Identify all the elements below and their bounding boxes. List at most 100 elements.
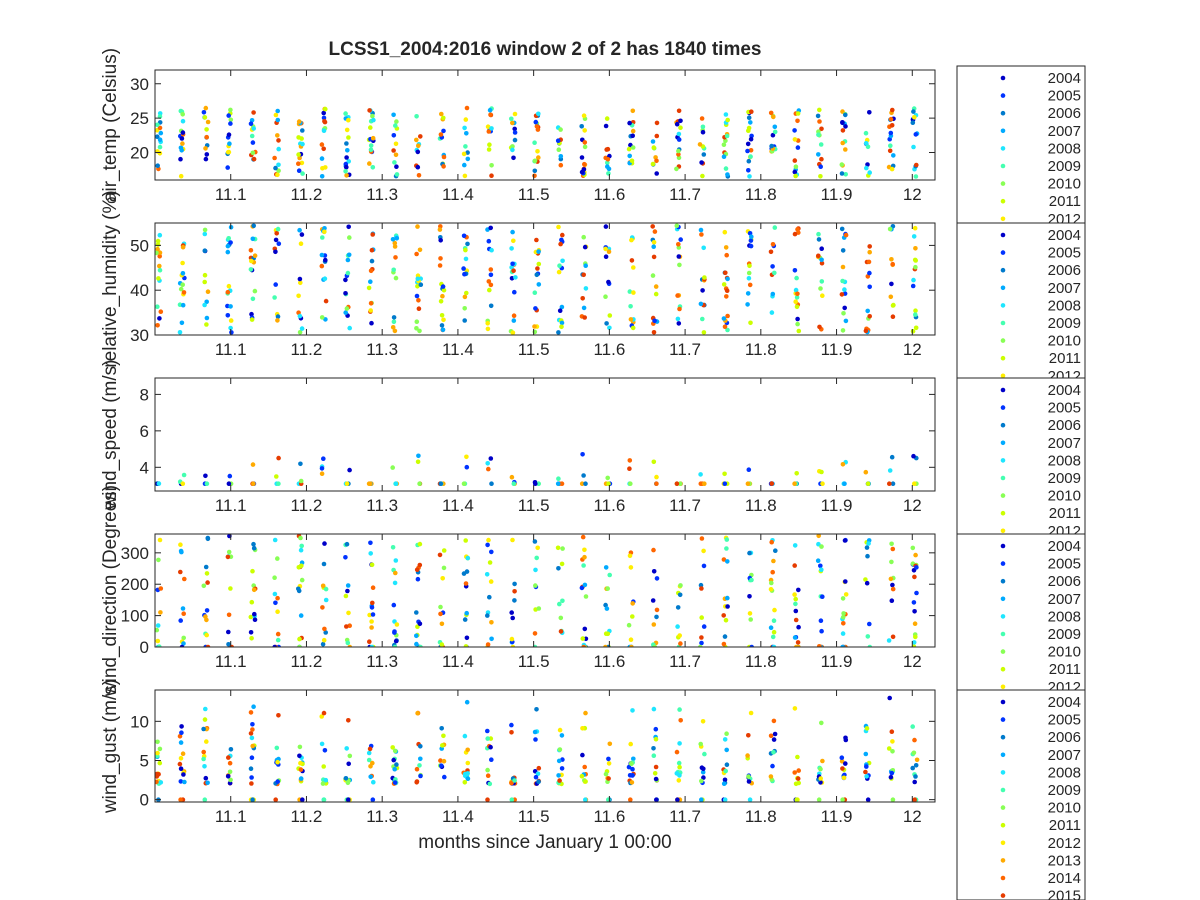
- data-point: [819, 567, 824, 572]
- y-tick-label: 100: [121, 607, 149, 626]
- data-point: [724, 288, 730, 294]
- x-tick-label: 12: [903, 185, 922, 204]
- data-point: [654, 158, 659, 164]
- x-tick-label: 11.7: [669, 185, 701, 204]
- data-point: [274, 474, 279, 479]
- data-point: [723, 245, 729, 250]
- x-tick-label: 11.1: [215, 496, 247, 515]
- x-tick-label: 11.1: [215, 340, 247, 359]
- data-point: [913, 634, 918, 640]
- data-point: [343, 593, 349, 599]
- data-point: [817, 119, 822, 124]
- data-point: [722, 634, 728, 639]
- data-point: [179, 320, 185, 326]
- data-point: [770, 132, 776, 138]
- data-point: [843, 592, 849, 597]
- data-point: [840, 264, 846, 270]
- data-point: [437, 263, 443, 268]
- data-point: [654, 607, 660, 613]
- data-point: [863, 328, 869, 334]
- data-point: [559, 766, 565, 771]
- data-point: [770, 763, 775, 769]
- data-point: [202, 302, 207, 308]
- data-point: [723, 112, 729, 117]
- data-point: [155, 134, 160, 139]
- data-point: [626, 764, 632, 770]
- legend-entry: 2009: [1048, 470, 1081, 487]
- data-point: [723, 270, 728, 276]
- data-point: [441, 128, 446, 134]
- data-point: [913, 763, 919, 768]
- data-point: [272, 575, 277, 580]
- data-point: [793, 287, 799, 293]
- data-point: [225, 289, 231, 295]
- data-point: [390, 465, 396, 470]
- data-point: [465, 760, 471, 766]
- data-point: [300, 141, 305, 147]
- x-tick-label: 11.4: [442, 340, 474, 359]
- data-point: [674, 223, 680, 228]
- data-point: [913, 264, 918, 270]
- data-point: [890, 546, 896, 552]
- data-point: [914, 590, 919, 596]
- data-point: [581, 563, 586, 568]
- data-point: [535, 127, 541, 132]
- data-point: [627, 553, 633, 559]
- data-point: [795, 111, 801, 116]
- data-point: [793, 596, 798, 602]
- data-point: [319, 263, 325, 269]
- data-point: [865, 144, 871, 150]
- data-point: [533, 737, 538, 742]
- data-point: [768, 733, 774, 739]
- legend-marker: [1000, 250, 1006, 255]
- data-point: [532, 168, 538, 174]
- data-point: [910, 329, 916, 334]
- data-point: [248, 121, 254, 126]
- data-point: [819, 279, 825, 284]
- data-point: [367, 108, 372, 113]
- data-point: [344, 306, 350, 311]
- data-point: [321, 146, 327, 152]
- data-point: [604, 606, 610, 611]
- data-point: [177, 734, 183, 739]
- data-point: [155, 750, 160, 756]
- data-point: [653, 764, 659, 770]
- data-point: [818, 776, 823, 781]
- data-point: [533, 306, 538, 311]
- data-point: [912, 481, 917, 487]
- data-point: [276, 713, 281, 718]
- data-point: [650, 224, 655, 229]
- data-point: [249, 133, 255, 139]
- data-point: [203, 564, 209, 570]
- data-point: [438, 758, 443, 763]
- data-point: [794, 471, 799, 476]
- data-point: [654, 474, 659, 480]
- data-point: [512, 137, 518, 143]
- data-point: [674, 481, 680, 487]
- data-point: [630, 145, 636, 150]
- data-point: [653, 291, 659, 297]
- data-point: [487, 781, 493, 787]
- data-point: [487, 560, 493, 565]
- x-tick-label: 11.8: [745, 652, 777, 671]
- data-point: [699, 116, 705, 121]
- data-point: [489, 173, 494, 178]
- data-point: [749, 234, 754, 239]
- data-point: [581, 473, 586, 478]
- data-point: [274, 745, 280, 751]
- data-point: [251, 587, 257, 593]
- data-point: [678, 237, 683, 242]
- legend-entry: 2005: [1048, 712, 1081, 729]
- data-point: [369, 625, 374, 630]
- data-point: [320, 166, 325, 171]
- data-point: [202, 231, 208, 237]
- data-point: [462, 617, 468, 622]
- x-tick-label: 11.1: [215, 185, 247, 204]
- data-point: [486, 537, 491, 543]
- data-point: [792, 128, 797, 133]
- data-point: [889, 281, 894, 287]
- data-point: [748, 243, 754, 249]
- data-point: [201, 583, 207, 589]
- x-tick-label: 12: [903, 496, 922, 515]
- data-point: [559, 324, 564, 330]
